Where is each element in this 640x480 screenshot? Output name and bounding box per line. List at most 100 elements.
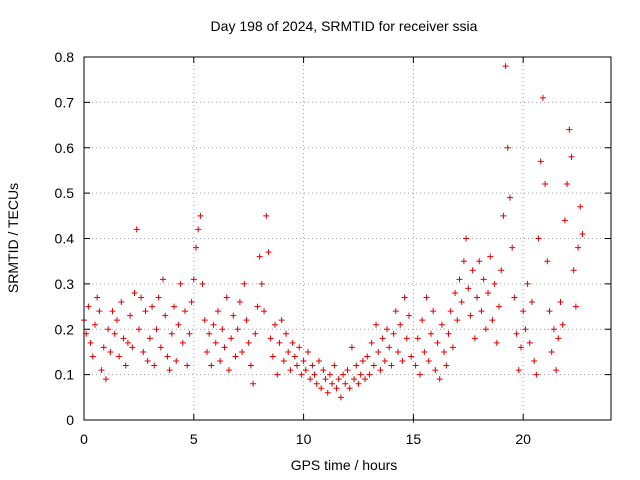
data-point bbox=[368, 339, 375, 346]
data-point bbox=[168, 330, 175, 337]
data-point bbox=[572, 303, 579, 310]
data-point bbox=[324, 389, 331, 396]
data-point bbox=[243, 317, 250, 324]
data-point bbox=[397, 321, 404, 328]
data-point bbox=[500, 212, 507, 219]
data-point bbox=[120, 335, 127, 342]
data-point bbox=[537, 158, 544, 165]
data-point bbox=[471, 335, 478, 342]
data-point bbox=[515, 367, 522, 374]
data-point bbox=[520, 308, 527, 315]
plot-frame bbox=[83, 56, 612, 421]
data-point bbox=[443, 362, 450, 369]
data-point bbox=[566, 126, 573, 133]
data-point bbox=[267, 335, 274, 342]
data-point bbox=[561, 217, 568, 224]
data-point bbox=[162, 312, 169, 319]
data-point bbox=[506, 194, 513, 201]
data-point bbox=[344, 367, 351, 374]
data-point bbox=[309, 362, 316, 369]
data-point bbox=[241, 280, 248, 287]
data-point bbox=[203, 348, 210, 355]
data-point bbox=[146, 335, 153, 342]
data-point bbox=[465, 285, 472, 292]
data-point bbox=[449, 344, 456, 351]
data-point bbox=[263, 212, 270, 219]
data-point bbox=[553, 367, 560, 374]
data-point bbox=[388, 362, 395, 369]
data-point bbox=[355, 380, 362, 387]
data-point bbox=[408, 353, 415, 360]
data-point bbox=[480, 276, 487, 283]
data-point bbox=[430, 308, 437, 315]
data-point bbox=[491, 280, 498, 287]
data-point bbox=[219, 326, 226, 333]
data-point bbox=[357, 371, 364, 378]
data-point bbox=[140, 348, 147, 355]
data-point bbox=[381, 358, 388, 365]
data-point bbox=[283, 330, 290, 337]
data-point bbox=[568, 153, 575, 160]
data-point bbox=[129, 344, 136, 351]
data-point bbox=[85, 303, 92, 310]
data-point bbox=[289, 339, 296, 346]
data-point bbox=[228, 335, 235, 342]
data-point bbox=[171, 303, 178, 310]
data-point bbox=[467, 312, 474, 319]
data-point bbox=[399, 358, 406, 365]
data-point bbox=[405, 312, 412, 319]
x-axis-label: GPS time / hours bbox=[291, 457, 398, 473]
data-point bbox=[498, 267, 505, 274]
data-point bbox=[432, 367, 439, 374]
data-point bbox=[542, 181, 549, 188]
data-point bbox=[96, 308, 103, 315]
data-point bbox=[276, 339, 283, 346]
y-tick-label: 0.7 bbox=[55, 94, 75, 110]
data-point bbox=[287, 367, 294, 374]
data-point bbox=[155, 294, 162, 301]
data-point bbox=[329, 380, 336, 387]
data-point bbox=[190, 276, 197, 283]
data-point bbox=[379, 335, 386, 342]
data-point bbox=[454, 317, 461, 324]
data-point bbox=[403, 335, 410, 342]
y-axis-label: SRMTID / TECUs bbox=[5, 183, 21, 293]
data-point bbox=[217, 358, 224, 365]
data-point bbox=[333, 385, 340, 392]
data-point bbox=[386, 344, 393, 351]
data-point bbox=[127, 312, 134, 319]
data-point bbox=[335, 376, 342, 383]
data-point bbox=[142, 308, 149, 315]
data-point bbox=[177, 280, 184, 287]
data-point bbox=[539, 94, 546, 101]
data-point bbox=[509, 244, 516, 251]
data-point bbox=[474, 294, 481, 301]
x-tick-label: 10 bbox=[296, 431, 312, 447]
data-point bbox=[278, 317, 285, 324]
data-point bbox=[373, 321, 380, 328]
data-point bbox=[239, 348, 246, 355]
data-point bbox=[245, 339, 252, 346]
data-point bbox=[351, 376, 358, 383]
data-point bbox=[261, 308, 268, 315]
data-point bbox=[366, 371, 373, 378]
data-point bbox=[254, 303, 261, 310]
data-point bbox=[331, 362, 338, 369]
data-point bbox=[550, 326, 557, 333]
data-point bbox=[206, 330, 213, 337]
data-point bbox=[234, 326, 241, 333]
data-point bbox=[285, 348, 292, 355]
data-point bbox=[307, 376, 314, 383]
data-point bbox=[533, 371, 540, 378]
data-point bbox=[337, 394, 344, 401]
data-point bbox=[201, 317, 208, 324]
data-point bbox=[436, 376, 443, 383]
data-point bbox=[517, 344, 524, 351]
data-point bbox=[195, 226, 202, 233]
data-point bbox=[272, 321, 279, 328]
data-point bbox=[557, 299, 564, 306]
data-point bbox=[487, 253, 494, 260]
data-point bbox=[441, 348, 448, 355]
x-tick-label: 20 bbox=[515, 431, 531, 447]
data-point bbox=[445, 330, 452, 337]
